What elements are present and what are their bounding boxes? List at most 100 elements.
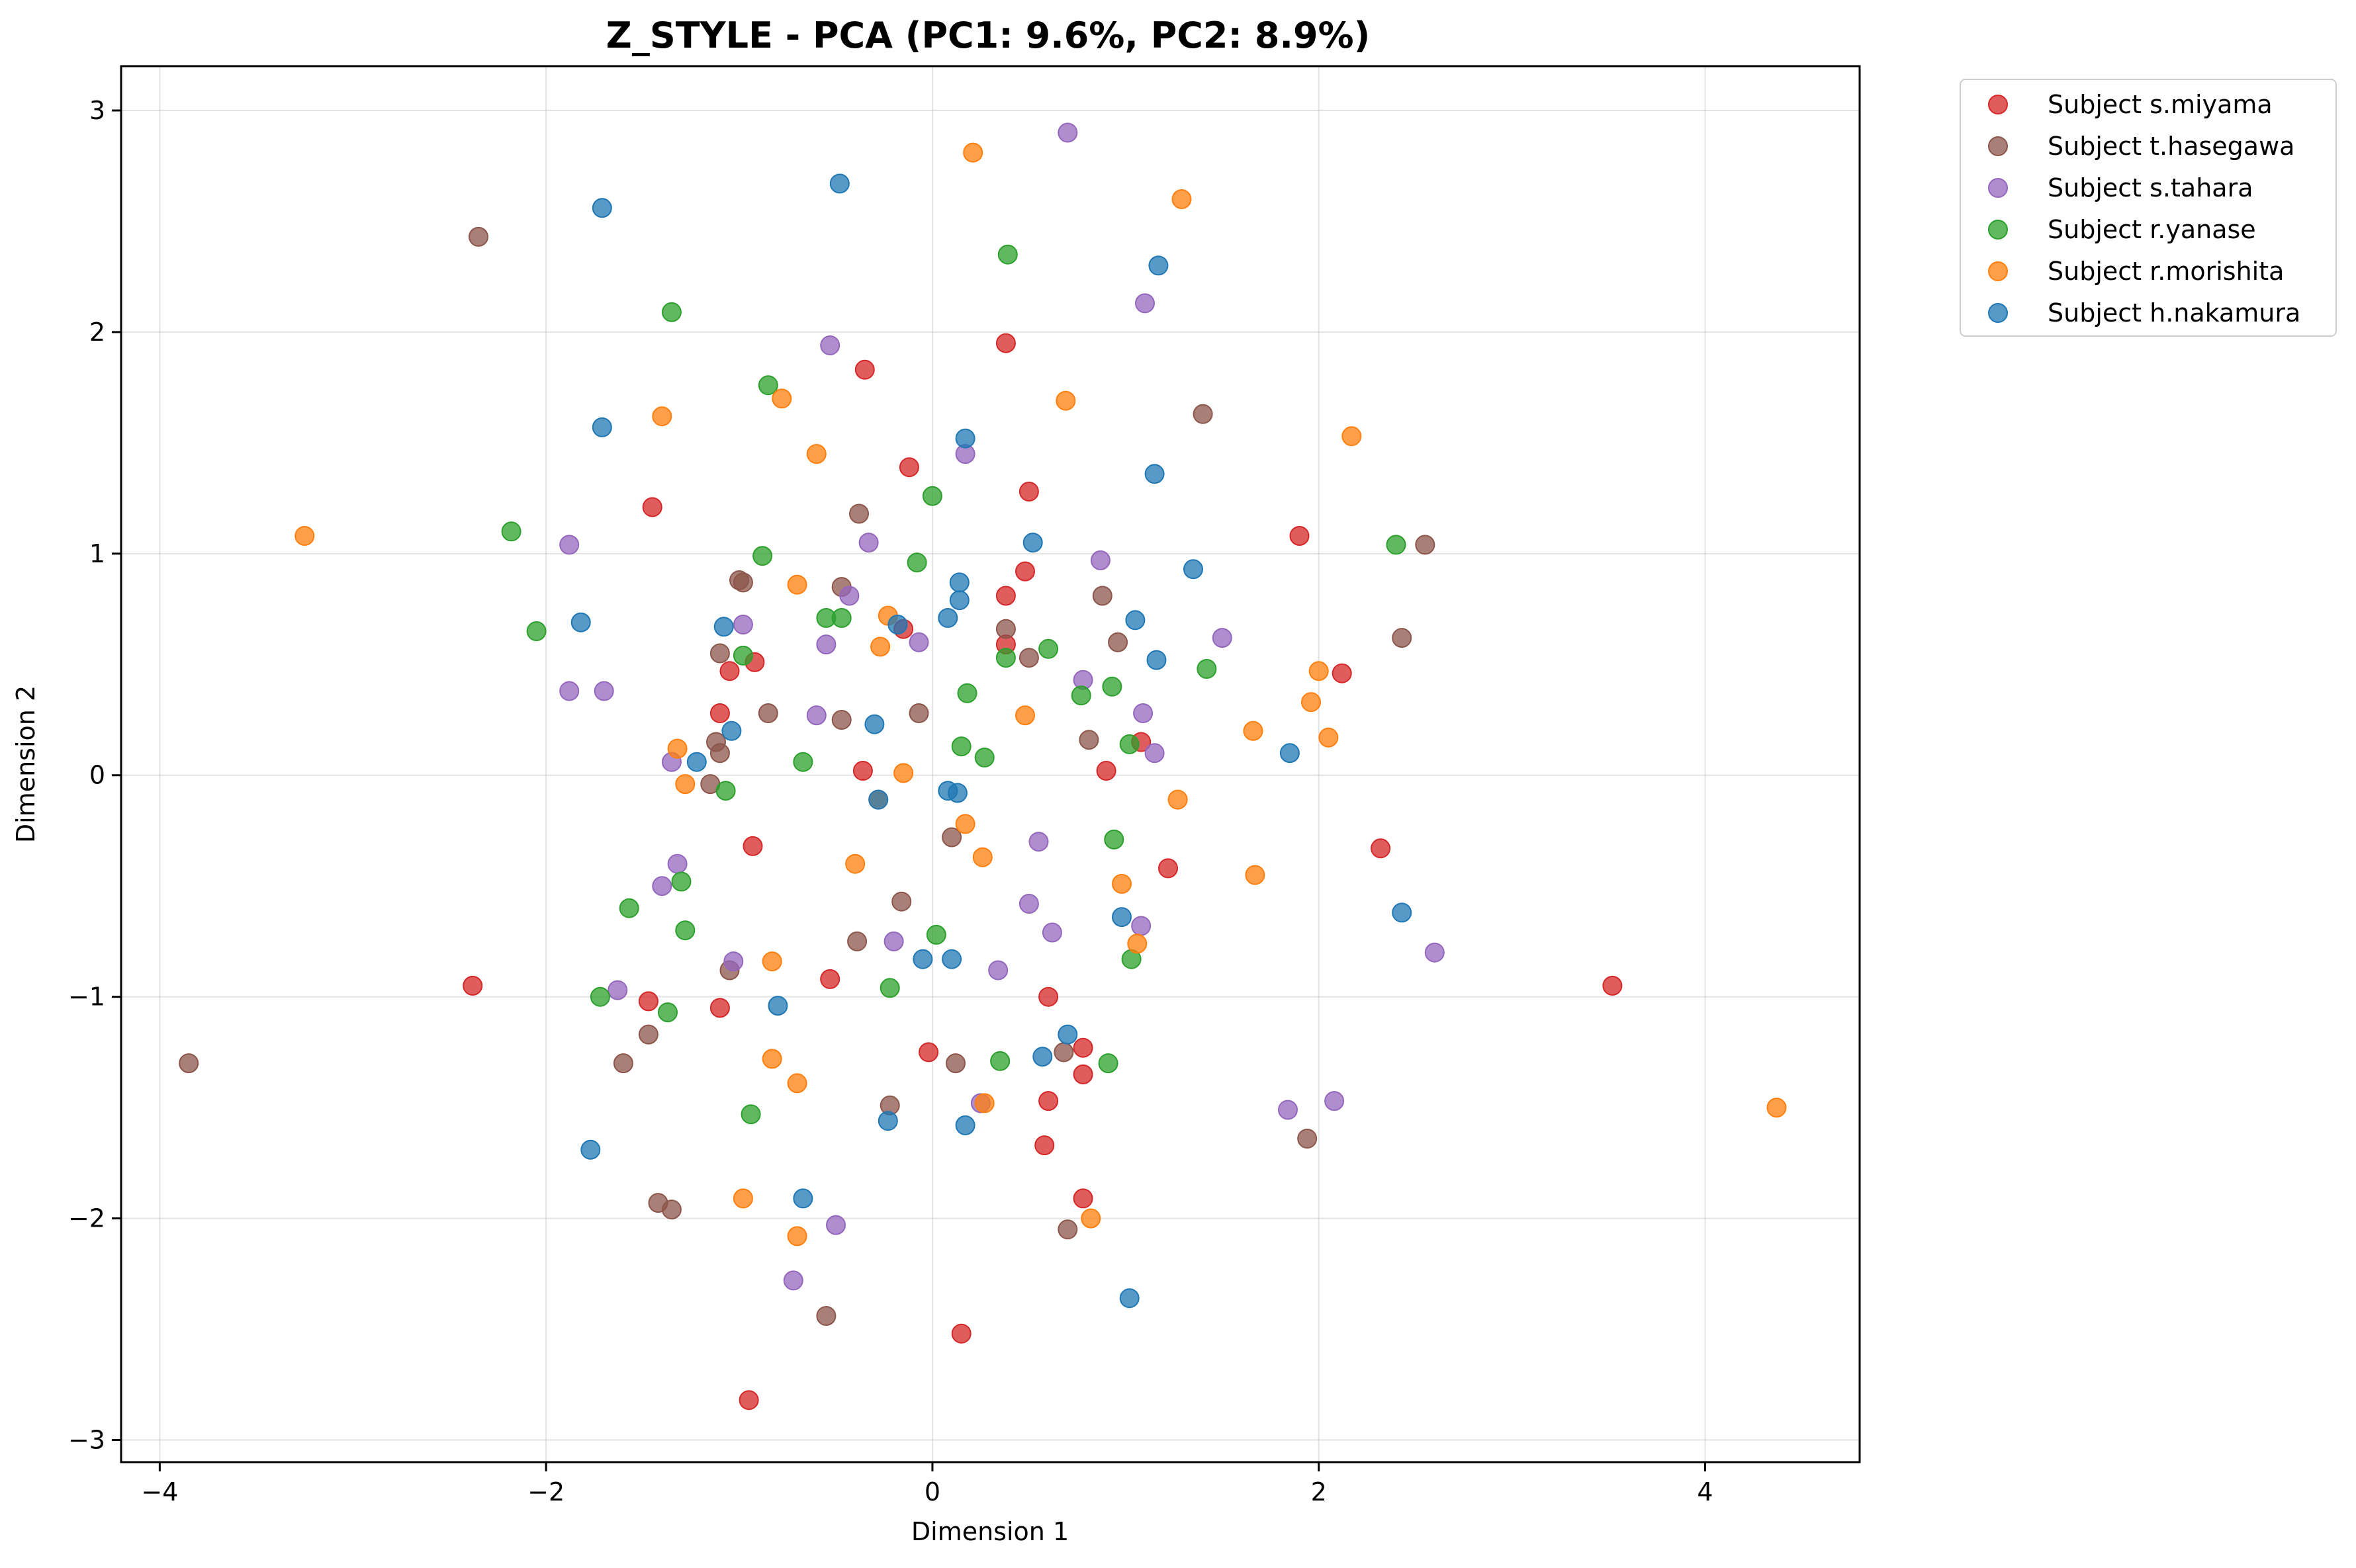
data-point: [995, 333, 1016, 353]
x-tick-label: −4: [141, 1477, 178, 1506]
data-point: [1245, 865, 1265, 885]
data-points: [179, 122, 1787, 1411]
data-point: [570, 612, 591, 632]
data-point: [1015, 705, 1035, 726]
data-point: [831, 710, 852, 730]
data-point: [1019, 894, 1039, 914]
data-point: [1102, 676, 1122, 697]
data-point: [806, 705, 827, 726]
x-tick-label: 4: [1697, 1477, 1713, 1506]
data-point: [1146, 650, 1167, 670]
data-point: [864, 714, 885, 734]
data-point: [806, 444, 827, 464]
y-axis-ticks: −3 −2 −1 0 1 2 3: [68, 96, 121, 1455]
data-point: [1058, 1024, 1078, 1045]
data-point: [870, 636, 891, 657]
data-point: [1171, 189, 1192, 209]
data-point: [847, 931, 868, 951]
x-tick-label: 0: [925, 1477, 940, 1506]
data-point: [891, 891, 912, 912]
data-point: [787, 1073, 807, 1094]
y-tick-label: 2: [89, 318, 105, 347]
data-point: [590, 986, 610, 1007]
data-point: [990, 1051, 1011, 1071]
data-point: [1324, 1091, 1345, 1111]
data-point: [1183, 559, 1203, 580]
data-point: [1019, 482, 1039, 501]
data-point: [608, 980, 628, 1000]
data-point: [1096, 761, 1116, 781]
data-point: [1058, 122, 1078, 143]
data-point: [1144, 464, 1165, 484]
y-tick-label: −3: [68, 1426, 105, 1455]
data-point: [1028, 832, 1049, 852]
data-point: [1197, 659, 1217, 679]
data-point: [783, 1270, 803, 1291]
legend-marker: [1988, 136, 2008, 156]
data-point: [1341, 426, 1362, 447]
data-point: [1098, 1053, 1118, 1074]
data-point: [675, 774, 696, 795]
data-point: [661, 302, 682, 322]
data-point: [592, 198, 612, 218]
data-point: [638, 991, 658, 1012]
data-point: [619, 898, 639, 918]
data-point: [758, 375, 778, 396]
x-tick-label: 2: [1311, 1477, 1327, 1506]
data-point: [1034, 1135, 1055, 1156]
data-point: [719, 661, 740, 681]
data-point: [949, 590, 970, 611]
data-point: [721, 720, 742, 741]
data-point: [826, 1215, 846, 1235]
data-point: [667, 738, 688, 759]
data-point: [793, 752, 813, 772]
data-point: [741, 1104, 761, 1125]
data-point: [667, 853, 688, 874]
data-point: [909, 703, 929, 723]
data-point: [501, 521, 521, 542]
data-point: [893, 763, 914, 783]
data-point: [709, 743, 730, 763]
chart-title: Z_STYLE - PCA (PC1: 9.6%, PC2: 8.9%): [606, 15, 1371, 56]
data-point: [1056, 390, 1076, 411]
data-point: [1392, 902, 1412, 923]
data-point: [938, 608, 958, 628]
y-tick-label: 0: [89, 761, 105, 790]
data-point: [613, 1053, 633, 1074]
data-point: [671, 871, 692, 892]
data-point: [831, 608, 852, 628]
data-point: [709, 703, 730, 723]
data-point: [1073, 1064, 1093, 1084]
data-point: [997, 244, 1018, 265]
data-point: [972, 847, 993, 867]
data-point: [758, 703, 778, 723]
data-point: [658, 1002, 678, 1023]
legend-label: Subject h.nakamura: [2048, 298, 2300, 327]
plot-frame: [120, 65, 1861, 1463]
data-point: [1289, 526, 1310, 546]
data-point: [949, 572, 970, 593]
data-point: [1022, 533, 1043, 553]
data-point: [951, 736, 972, 757]
y-axis-label: Dimension 2: [11, 685, 40, 843]
data-point: [686, 752, 707, 772]
y-tick-label: 3: [89, 96, 105, 125]
data-point: [1602, 975, 1623, 996]
data-point: [642, 497, 662, 517]
data-point: [852, 761, 873, 781]
data-point: [733, 1188, 753, 1209]
data-point: [946, 1053, 966, 1074]
y-tick-label: −1: [68, 982, 105, 1012]
data-point: [1038, 986, 1059, 1007]
data-point: [594, 681, 614, 701]
data-point: [820, 335, 840, 355]
data-point: [919, 1042, 939, 1063]
data-point: [1278, 1100, 1298, 1120]
data-point: [995, 586, 1016, 606]
data-point: [675, 920, 696, 941]
data-point: [713, 617, 734, 637]
data-point: [1042, 922, 1062, 943]
x-axis-ticks: −4 −2 0 2 4: [141, 1462, 1713, 1506]
legend-label: Subject r.yanase: [2048, 215, 2256, 244]
